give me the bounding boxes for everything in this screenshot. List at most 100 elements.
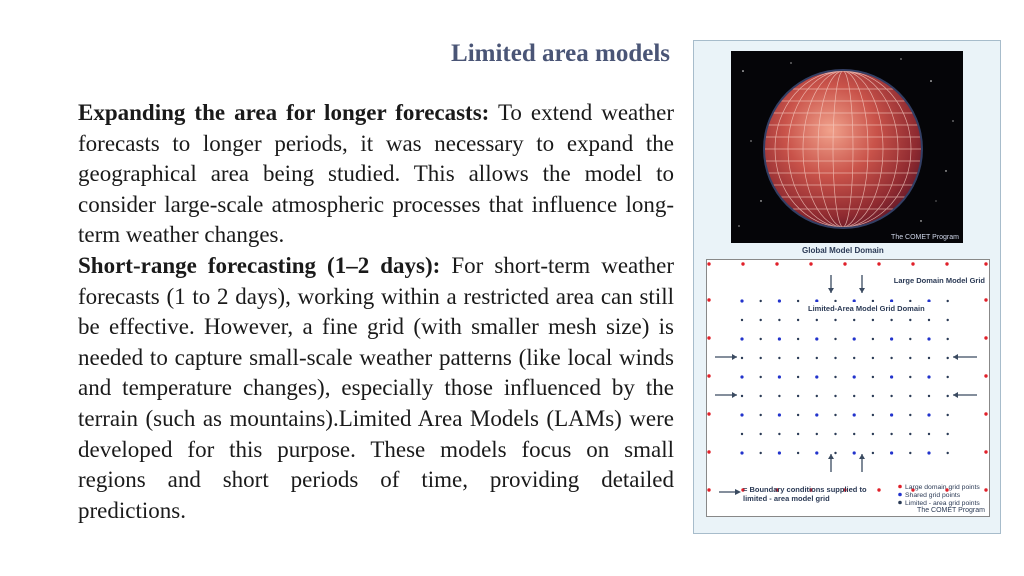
limited-grid-point [759,413,762,417]
limited-grid-point [927,318,931,322]
large-grid-point [877,262,881,266]
limited-grid-point [909,356,912,360]
globe-image: The COMET Program [731,51,963,243]
limited-grid-point [871,356,875,360]
grid-diagram: Large Domain Model Grid Limited-Area Mod… [706,259,990,517]
limited-grid-point [871,451,875,455]
limited-grid-point [796,375,800,379]
limited-grid-point [946,375,949,379]
limited-grid-point [834,375,837,379]
limited-grid-point [946,337,949,341]
limited-grid-point [946,451,949,455]
large-grid-point [707,298,711,302]
boundary-legend: = Boundary conditions supplied to limite… [743,485,867,503]
limited-grid-point [796,299,800,303]
shared-grid-point [777,413,781,417]
shared-grid-point [852,375,856,379]
limited-grid-point [796,451,800,455]
limited-grid-point [927,356,931,360]
limited-grid-point [890,394,893,398]
limited-grid-point [909,432,912,436]
limited-grid-point [740,432,744,436]
limited-grid-point [778,356,781,360]
limited-grid-point [759,356,762,360]
large-grid-point [911,488,915,492]
limited-grid-point [871,413,875,417]
shared-grid-point [890,375,894,379]
large-grid-point [775,262,779,266]
shared-grid-point [927,451,931,455]
large-grid-point [984,336,988,340]
limited-grid-point [778,394,781,398]
limited-grid-point [909,451,912,455]
legend-label: Limited - area grid points [905,500,980,507]
limited-grid-point [946,356,949,360]
limited-grid-point [759,299,762,303]
boundary-arrow-icon [828,288,834,293]
limited-grid-point [890,432,893,436]
large-grid-point [945,488,949,492]
legend-point [898,484,902,489]
shared-grid-point [815,375,819,379]
limited-grid-point [834,299,837,303]
limited-grid-point [834,413,837,417]
large-grid-point [741,262,745,266]
limited-grid-point [740,318,744,322]
large-grid-point [984,298,988,302]
legend-label: Large domain grid points [905,484,980,491]
limited-grid-point [796,337,800,341]
lam-figure: The COMET Program Global Model Domain La… [693,40,1001,534]
limited-grid-point [834,318,837,322]
limited-grid-point [853,318,856,322]
large-grid-point [843,488,847,492]
paragraph-body: For short-term weather forecasts (1 to 2… [78,252,674,523]
large-grid-point [984,412,988,416]
limited-grid-point [853,394,856,398]
large-grid-point [707,336,711,340]
limited-grid-point [909,394,912,398]
limited-grid-point [815,318,818,322]
limited-grid-point [834,337,837,341]
limited-grid-point [815,394,818,398]
stars [738,58,954,227]
legend-arrow-icon [735,489,741,495]
legend-point [898,492,902,497]
shared-grid-point [927,337,931,341]
limited-grid-point [815,432,818,436]
shared-grid-point [852,451,856,455]
large-grid-point [984,262,988,266]
limited-grid-point [796,356,800,360]
grid-graphic: Large Domain Model Grid Limited-Area Mod… [707,262,988,514]
large-grid-point [707,412,711,416]
limited-domain-label: Limited-Area Model Grid Domain [808,304,925,313]
limited-grid-point [871,337,875,341]
large-grid-point [877,488,881,492]
boundary-arrow-icon [859,288,865,293]
legend-point [898,500,902,505]
large-grid-point [945,262,949,266]
limited-grid-point [909,299,912,303]
limited-grid-point [946,394,949,398]
large-grid-point [809,488,813,492]
paragraph-heading: Short-range forecasting (1–2 days): [78,252,441,278]
limited-grid-point [834,432,837,436]
limited-grid-point [740,394,744,398]
limited-grid-point [740,356,744,360]
limited-grid-point [927,394,931,398]
limited-grid-point [909,337,912,341]
shared-grid-point [740,413,744,417]
limited-grid-point [834,356,837,360]
limited-grid-point [796,413,800,417]
large-grid-point [911,262,915,266]
limited-grid-point [759,318,762,322]
limited-grid-point [946,413,949,417]
large-grid-point [809,262,813,266]
boundary-arrow-icon [859,454,865,459]
limited-grid-point [927,432,931,436]
limited-grid-point [946,299,949,303]
shared-grid-point [852,413,856,417]
limited-grid-point [909,413,912,417]
grid-points [707,262,988,492]
paragraph-body: To extend weather forecasts to longer pe… [78,100,674,248]
limited-grid-point [871,394,875,398]
